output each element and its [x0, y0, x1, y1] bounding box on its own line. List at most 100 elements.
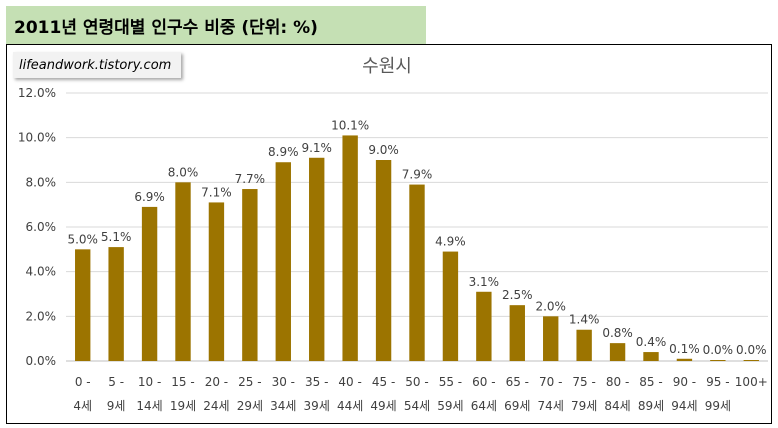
x-axis-ticks: 0 - 4세 5 - 9세 10 - 14세 15 - 19세 20 - 24세 25 - 29세 30… — [73, 375, 767, 413]
y-axis-ticks: 0.0% 2.0% 4.0% 6.0% 8.0% 10.0% 12.0% — [18, 86, 56, 368]
y-tick-label: 0.0% — [26, 354, 57, 368]
x-tick-label: 60 - — [472, 375, 495, 389]
data-label: 7.1% — [201, 185, 232, 199]
x-tick-label: 75 - — [572, 375, 595, 389]
x-tick-label: 19세 — [170, 399, 196, 413]
x-tick-label: 15 - — [171, 375, 194, 389]
x-tick-label: 0 - — [75, 375, 91, 389]
x-tick-label: 49세 — [370, 399, 396, 413]
y-tick-label: 8.0% — [26, 175, 57, 189]
data-label: 7.9% — [402, 168, 433, 182]
bar — [676, 358, 693, 361]
x-tick-label: 74세 — [538, 399, 564, 413]
data-label: 7.7% — [235, 172, 266, 186]
y-tick-label: 12.0% — [18, 86, 56, 100]
header-band: 2011년 연령대별 인구수 비중 (단위: %) — [6, 6, 426, 44]
bar — [409, 184, 425, 361]
bar — [543, 316, 559, 361]
x-tick-label: 40 - — [338, 375, 361, 389]
x-tick-label: 94세 — [671, 399, 697, 413]
data-label: 0.4% — [636, 335, 667, 349]
x-tick-label: 20 - — [205, 375, 228, 389]
data-label: 3.1% — [469, 275, 500, 289]
data-label: 0.0% — [703, 343, 734, 357]
data-label: 8.9% — [268, 145, 299, 159]
bar — [208, 202, 225, 361]
x-tick-label: 24세 — [203, 399, 229, 413]
x-tick-label: 14세 — [136, 399, 162, 413]
chart-title: 수원시 — [362, 56, 412, 77]
bar — [141, 206, 158, 361]
x-tick-label: 50 - — [405, 375, 428, 389]
x-tick-label: 85 - — [639, 375, 662, 389]
bar — [643, 352, 659, 361]
x-tick-label: 9세 — [107, 399, 126, 413]
x-tick-label: 89세 — [638, 399, 664, 413]
data-label: 5.1% — [101, 230, 132, 244]
data-label: 0.1% — [669, 342, 700, 356]
x-tick-label: 25 - — [238, 375, 261, 389]
watermark-box: lifeandwork.tistory.com — [13, 52, 181, 78]
x-tick-label: 59세 — [437, 399, 463, 413]
y-tick-label: 6.0% — [26, 220, 57, 234]
bars — [75, 135, 759, 361]
x-tick-label: 30 - — [272, 375, 295, 389]
bar — [175, 182, 191, 361]
bar — [509, 305, 525, 361]
data-label: 10.1% — [331, 118, 369, 132]
data-label: 6.9% — [134, 190, 165, 204]
bar — [275, 162, 291, 361]
y-tick-label: 4.0% — [26, 265, 57, 279]
x-tick-label: 5 - — [108, 375, 124, 389]
data-label: 4.9% — [435, 235, 466, 249]
x-tick-label: 39세 — [304, 399, 330, 413]
x-tick-label: 10 - — [138, 375, 161, 389]
data-label: 9.0% — [368, 143, 399, 157]
y-tick-label: 10.0% — [18, 131, 56, 145]
x-tick-label: 65 - — [506, 375, 529, 389]
data-label: 2.5% — [502, 288, 533, 302]
x-tick-label: 80 - — [606, 375, 629, 389]
data-label: 5.0% — [67, 232, 98, 246]
data-label: 0.0% — [736, 343, 767, 357]
bar — [609, 343, 626, 361]
x-tick-label: 4세 — [73, 399, 92, 413]
bar — [242, 189, 258, 361]
bar — [710, 360, 726, 361]
x-tick-label: 34세 — [270, 399, 296, 413]
x-tick-label: 79세 — [571, 399, 597, 413]
x-tick-label: 90 - — [673, 375, 696, 389]
bar — [476, 291, 492, 361]
data-label: 9.1% — [301, 141, 332, 155]
bar — [743, 360, 759, 361]
bar — [342, 135, 358, 361]
x-tick-label: 29세 — [237, 399, 263, 413]
x-tick-label: 99세 — [705, 399, 731, 413]
x-tick-label: 70 - — [539, 375, 562, 389]
bar — [309, 157, 325, 361]
x-tick-label: 64세 — [471, 399, 497, 413]
bar — [576, 329, 592, 361]
data-labels: 5.0% 5.1% 6.9%8.0%7.1%7.7%8.9% 9.1% 10.1% 9.0… — [67, 118, 766, 357]
data-label: 1.4% — [569, 313, 600, 327]
x-tick-label: 45 - — [372, 375, 395, 389]
bar — [108, 247, 124, 361]
bar — [442, 251, 459, 361]
bar — [75, 249, 91, 361]
x-tick-label: 44세 — [337, 399, 363, 413]
x-tick-label: 84세 — [604, 399, 630, 413]
data-label: 0.8% — [602, 326, 633, 340]
x-tick-label: 100+ — [735, 375, 768, 389]
y-tick-label: 2.0% — [26, 309, 57, 323]
data-label: 8.0% — [168, 165, 199, 179]
x-tick-label: 95 - — [706, 375, 729, 389]
bar — [375, 160, 392, 361]
watermark-text: lifeandwork.tistory.com — [19, 57, 172, 73]
x-tick-label: 55 - — [439, 375, 462, 389]
page-title: 2011년 연령대별 인구수 비중 (단위: %) — [14, 17, 318, 38]
x-tick-label: 35 - — [305, 375, 328, 389]
x-tick-label: 69세 — [504, 399, 530, 413]
data-label: 2.0% — [535, 299, 566, 313]
x-tick-label: 54세 — [404, 399, 430, 413]
